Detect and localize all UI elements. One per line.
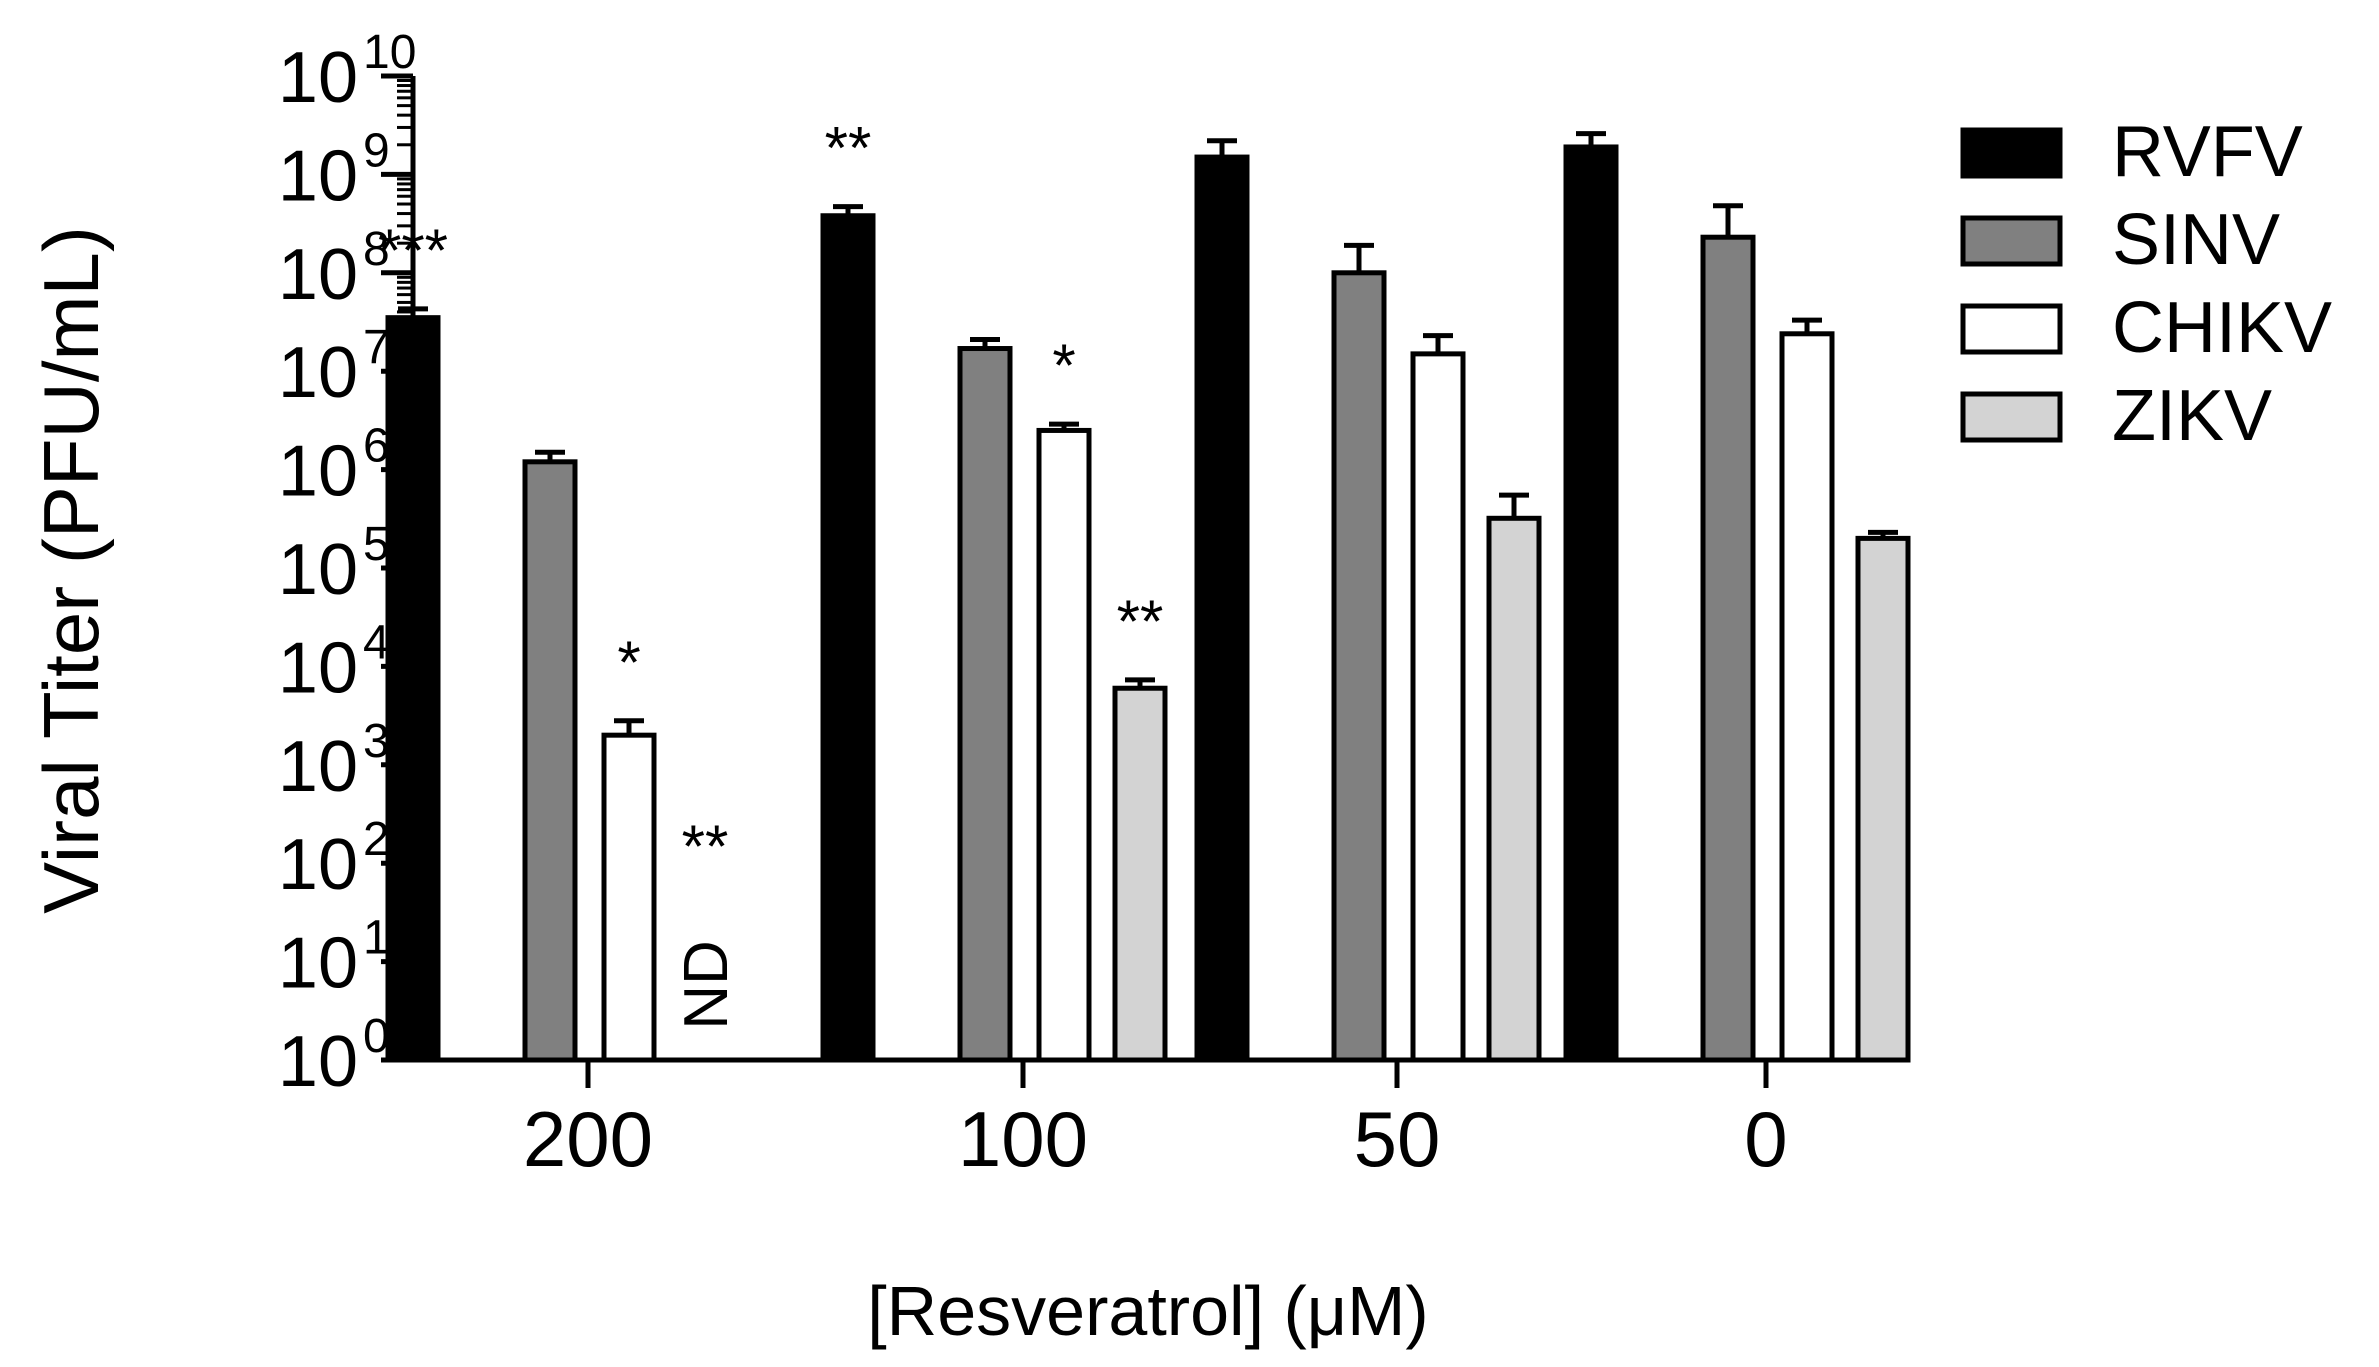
x-tick-label: 0 — [1744, 1095, 1787, 1183]
y-tick-label: 10 — [278, 235, 358, 315]
legend-swatch — [1960, 127, 2063, 179]
y-tick-exponent: 9 — [363, 124, 390, 177]
legend-label: RVFV — [2112, 112, 2303, 192]
legend-label: SINV — [2112, 200, 2280, 280]
bar-chikv — [1036, 427, 1092, 1063]
significance-label: * — [617, 629, 640, 696]
bar-sinv — [957, 346, 1013, 1063]
y-tick-exponent: 2 — [363, 813, 390, 866]
y-tick-label: 10 — [278, 727, 358, 807]
x-tick-label: 50 — [1354, 1095, 1441, 1183]
bar-rvfv — [1194, 154, 1250, 1063]
y-tick-label: 10 — [278, 825, 358, 905]
x-tick-label: 100 — [958, 1095, 1088, 1183]
y-tick-label: 10 — [278, 924, 358, 1004]
bar-chikv — [1410, 351, 1466, 1063]
legend-swatch — [1960, 215, 2063, 267]
y-axis-label: Viral Titer (PFU/mL) — [27, 226, 115, 914]
legend-label: CHIKV — [2112, 288, 2332, 368]
y-tick-exponent: 1 — [363, 912, 390, 965]
bars: *******ND**** — [378, 115, 1911, 1063]
legend-label: ZIKV — [2112, 376, 2272, 456]
y-tick-label: 10 — [278, 136, 358, 216]
bar-sinv — [522, 459, 578, 1063]
bar-sinv — [1331, 270, 1387, 1063]
bar-rvfv — [385, 315, 441, 1063]
y-tick-exponent: 3 — [363, 715, 390, 768]
y-tick-label: 10 — [278, 628, 358, 708]
significance-label: ** — [825, 115, 872, 182]
significance-label: ** — [1117, 588, 1164, 655]
y-tick-exponent: 5 — [363, 518, 390, 571]
nd-label: ND — [672, 940, 741, 1030]
y-tick-label: 10 — [278, 1022, 358, 1102]
y-tick-label: 10 — [278, 333, 358, 413]
legend-swatch — [1960, 303, 2063, 355]
y-tick-exponent: 4 — [363, 616, 390, 669]
bar-zikv — [1112, 685, 1168, 1063]
y-tick-exponent: 8 — [363, 223, 390, 276]
bar-rvfv — [820, 213, 876, 1063]
significance-label: *** — [378, 217, 448, 284]
bar-chikv — [1779, 331, 1835, 1063]
x-tick-label: 200 — [523, 1095, 653, 1183]
y-tick-label: 10 — [278, 530, 358, 610]
y-tick-label: 10 — [278, 432, 358, 512]
y-tick-exponent: 7 — [363, 321, 390, 374]
bar-chikv — [601, 732, 657, 1063]
x-axis-label: [Resveratrol] (μM) — [867, 1272, 1429, 1350]
significance-label: ** — [682, 813, 729, 880]
y-tick-exponent: 0 — [363, 1010, 390, 1063]
bar-rvfv — [1563, 144, 1619, 1063]
significance-label: * — [1052, 332, 1075, 399]
bar-sinv — [1700, 234, 1756, 1063]
bar-zikv — [1486, 515, 1542, 1063]
legend-swatch — [1960, 391, 2063, 443]
y-tick-label: 10 — [278, 38, 358, 118]
y-tick-exponent: 10 — [363, 26, 416, 79]
bar-zikv — [1855, 535, 1911, 1063]
y-tick-exponent: 6 — [363, 420, 390, 473]
